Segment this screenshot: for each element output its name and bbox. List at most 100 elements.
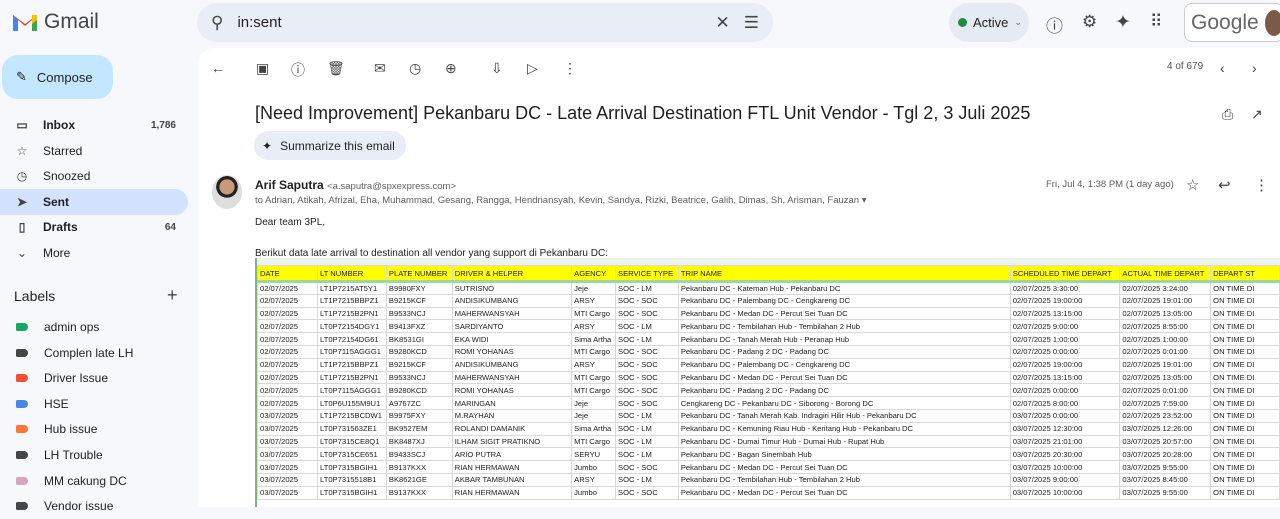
status-dropdown[interactable]: Active ⌄ (949, 3, 1029, 42)
table-cell: ON TIME DI (1210, 319, 1280, 334)
gear-icon[interactable]: ⚙ (1082, 12, 1098, 31)
table-cell: SOC - SOC (615, 370, 679, 385)
snooze-icon[interactable]: ◷ (409, 60, 422, 76)
add-task-icon[interactable]: ⊕ (445, 60, 457, 76)
account-avatar (1264, 9, 1280, 36)
table-cell: Pekanbaru DC - Kemuning Riau Hub - Kerit… (677, 421, 1011, 436)
nav-count: 64 (164, 221, 176, 233)
report-spam-icon[interactable]: ⓘ (291, 62, 305, 78)
apps-grid-icon[interactable]: ⠿ (1150, 12, 1163, 31)
sidebar-item-sent[interactable]: ➤ Sent (0, 188, 188, 215)
delete-icon[interactable]: 🗑 (327, 60, 345, 76)
table-cell: ON TIME DI (1210, 370, 1280, 385)
table-cell: 03/07/2025 10:00:00 (1009, 460, 1121, 474)
table-row: 03/07/2025 LT0P7315CE651 B9433SCJ ARIO PUTR… (257, 447, 1280, 462)
clock-icon: ◷ (16, 169, 28, 184)
table-cell: 03/07/2025 (257, 460, 319, 474)
add-label-icon[interactable]: + (167, 285, 178, 305)
table-cell: Sima Artha (571, 421, 617, 436)
table-cell: B9215KCF (385, 293, 453, 308)
google-label: Google (1191, 10, 1259, 34)
table-cell: ROLANDI DAMANIK (451, 421, 573, 436)
table-cell: ARSY (571, 357, 617, 372)
label-item[interactable]: Vendor issue (0, 493, 188, 519)
label-item[interactable]: Hub issue (0, 416, 188, 442)
next-icon[interactable]: › (1252, 60, 1257, 76)
open-new-window-icon[interactable]: ↗ (1251, 106, 1263, 122)
table-cell: BK8621GE (385, 472, 453, 487)
label-name: MM cakung DC (44, 473, 127, 488)
search-options-icon[interactable]: ☰ (743, 12, 759, 32)
recipients-dropdown-icon[interactable]: ▾ (861, 195, 867, 206)
table-cell: 02/07/2025 (257, 357, 319, 372)
table-cell: 03/07/2025 8:45:00 (1119, 472, 1212, 487)
table-cell: SOC - LM (615, 319, 679, 334)
clear-search-icon[interactable]: ✕ (715, 12, 730, 32)
sender-name[interactable]: Arif Saputra (255, 178, 324, 192)
table-cell: SOC - LM (615, 434, 679, 449)
nav-label: Starred (43, 143, 83, 158)
label-item[interactable]: admin ops (0, 314, 188, 340)
status-dot (958, 18, 967, 27)
star-icon[interactable]: ☆ (1186, 177, 1200, 194)
label-item[interactable]: HSE (0, 391, 188, 417)
more-icon[interactable]: ⋮ (1254, 177, 1269, 194)
label-tag-icon (16, 502, 28, 511)
table-cell: SOC - LM (615, 472, 679, 487)
summarize-button[interactable]: ✦ Summarize this email (254, 131, 406, 160)
table-cell: SOC - SOC (615, 293, 679, 308)
table-cell: ANDISIKUMBANG (451, 357, 573, 372)
compose-button[interactable]: ✎ Compose (2, 55, 113, 99)
table-cell: MTI Cargo (571, 434, 617, 449)
table-cell: 03/07/2025 (257, 408, 319, 423)
table-cell: 02/07/2025 9:00:00 (1009, 319, 1121, 334)
reply-icon[interactable]: ↩ (1218, 177, 1231, 194)
table-cell: Jeje (571, 281, 617, 295)
intro-text: Berikut data late arrival to destination… (255, 248, 608, 259)
more-options-icon[interactable]: ⋮ (563, 60, 577, 76)
back-icon[interactable]: ← (211, 60, 225, 76)
sidebar-item-snoozed[interactable]: ◷ Snoozed (0, 163, 188, 189)
search-bar[interactable]: ⚲ in:sent ✕ ☰ (197, 3, 773, 42)
label-item[interactable]: Complen late LH (0, 340, 188, 366)
label-icon[interactable]: ▷ (527, 60, 538, 76)
archive-icon[interactable]: ▣ (256, 60, 270, 76)
previous-icon[interactable]: ‹ (1220, 60, 1225, 76)
data-table-container: DATE LT NUMBER PLATE NUMBER DRIVER & HELPER… (255, 258, 1280, 507)
sidebar-item-more[interactable]: ⌄ More (0, 240, 188, 266)
gemini-icon[interactable]: ✦ (1115, 12, 1131, 33)
table-cell: 03/07/2025 (257, 485, 319, 500)
table-cell: 02/07/2025 1:00:00 (1009, 332, 1121, 346)
search-icon[interactable]: ⚲ (211, 12, 224, 32)
label-item[interactable]: LH Trouble (0, 442, 188, 468)
table-cell: LT0P7115AGGG1 (317, 344, 387, 359)
column-header: ACTUAL TIME DEPART (1119, 265, 1212, 282)
move-to-icon[interactable]: ⇩ (491, 60, 503, 76)
table-cell: LT1P7215BCDW1 (317, 408, 387, 423)
compose-label: Compose (36, 69, 93, 85)
mark-unread-icon[interactable]: ✉ (374, 60, 386, 76)
table-cell: LT1P7215B2PN1 (317, 306, 387, 321)
sidebar-item-drafts[interactable]: ▯ Drafts 64 (0, 214, 188, 240)
table-cell: ON TIME DI (1210, 421, 1280, 436)
table-cell: Pekanbaru DC - Palembang DC - Cengkareng… (677, 293, 1011, 308)
gmail-logo[interactable]: Gmail (12, 10, 99, 34)
label-tag-icon (16, 425, 28, 434)
sender-avatar[interactable] (212, 175, 242, 209)
label-item[interactable]: Driver Issue (0, 365, 188, 391)
sidebar-item-inbox[interactable]: ▭ Inbox 1,786 (0, 112, 188, 138)
table-cell: B9280KCD (385, 344, 453, 359)
label-item[interactable]: MM cakung DC (0, 468, 188, 494)
search-input[interactable]: in:sent (237, 14, 282, 31)
gmail-m-icon (13, 15, 37, 31)
table-cell: 03/07/2025 20:30:00 (1009, 447, 1121, 462)
sidebar-item-starred[interactable]: ☆ Starred (0, 138, 188, 164)
table-cell: ANDISIKUMBANG (451, 293, 573, 308)
help-icon[interactable]: ⓘ (1046, 17, 1063, 36)
table-cell: SARDIYANTO (451, 319, 573, 334)
table-cell: 02/07/2025 23:52:00 (1119, 408, 1212, 423)
table-cell: LT1P7215BBPZ1 (317, 293, 387, 308)
table-cell: B9533NCJ (385, 370, 453, 385)
print-icon[interactable]: ⎙ (1222, 106, 1234, 122)
account-button[interactable]: Google (1184, 3, 1280, 42)
